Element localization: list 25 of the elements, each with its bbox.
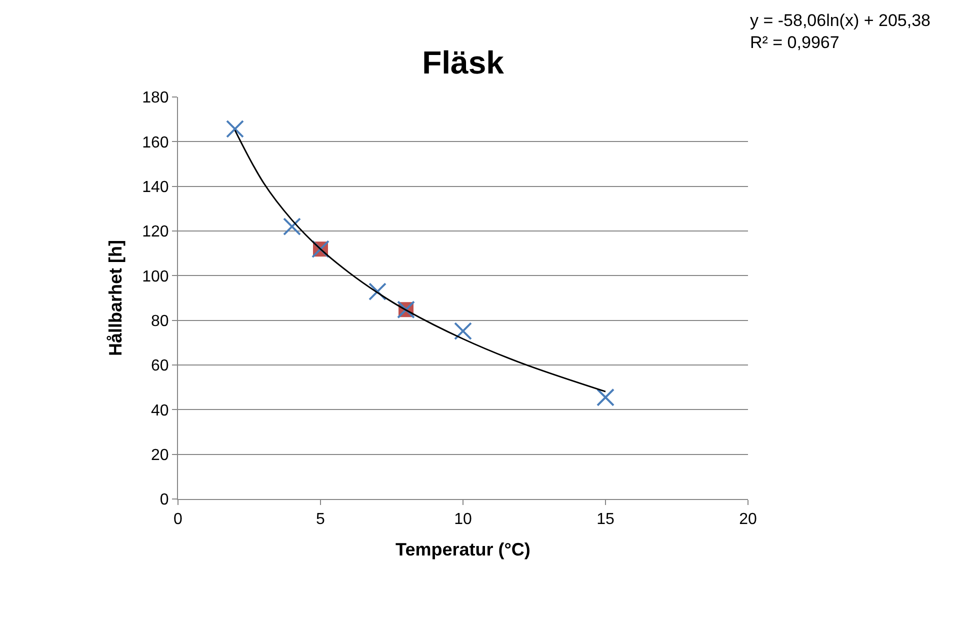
x-tick-label: 15 — [596, 511, 614, 528]
y-tick-label: 0 — [160, 492, 169, 509]
y-tick-label: 180 — [142, 90, 169, 107]
point — [596, 388, 614, 406]
x-tick-label: 0 — [174, 511, 183, 528]
y-tick-label: 140 — [142, 178, 169, 196]
y-axis-title: Hållbarhet [h] — [105, 240, 126, 356]
y-tick-label: 100 — [142, 268, 169, 286]
chart-title: Fläsk — [422, 44, 504, 81]
y-tick-label: 120 — [142, 224, 169, 241]
point — [226, 120, 244, 138]
x-tick-label: 5 — [316, 511, 326, 528]
y-tick-label: 80 — [151, 312, 169, 330]
y-tick-label: 60 — [151, 358, 169, 375]
y-tick-label: 20 — [151, 446, 169, 464]
x-tick-label: 10 — [454, 511, 472, 528]
x-axis-title: Temperatur (°C) — [396, 539, 530, 560]
point — [368, 282, 386, 301]
y-tick-label: 160 — [142, 134, 169, 152]
point — [454, 322, 472, 340]
point — [283, 218, 301, 236]
y-tick-label: 40 — [151, 402, 169, 420]
line-series — [234, 130, 606, 392]
text: y = -58,06ln(x) + 205,38 R² = 0,9967 — [750, 11, 931, 52]
x-tick-label: 20 — [739, 511, 757, 528]
